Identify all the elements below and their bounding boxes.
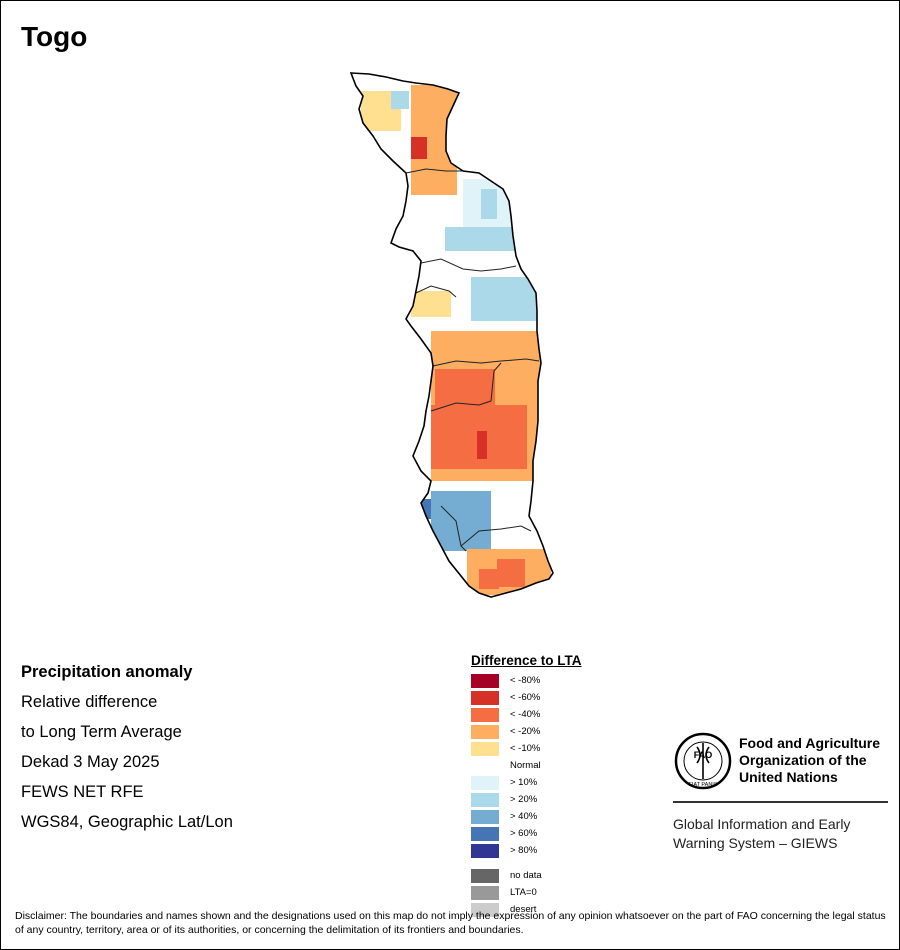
anomaly-cell — [431, 491, 491, 551]
anomaly-cell — [479, 569, 499, 589]
legend-item: > 60% — [471, 825, 582, 842]
legend-item: < -10% — [471, 740, 582, 757]
legend-item: > 20% — [471, 791, 582, 808]
map-info: Precipitation anomaly Relative differenc… — [21, 657, 233, 837]
legend-item: LTA=0 — [471, 884, 582, 901]
fao-name-line: United Nations — [739, 769, 838, 785]
legend-swatch — [471, 708, 499, 722]
fao-divider — [673, 801, 888, 803]
disclaimer-text: Disclaimer: The boundaries and names sho… — [15, 910, 886, 936]
legend-item: < -60% — [471, 689, 582, 706]
legend-swatch — [471, 674, 499, 688]
legend-label: LTA=0 — [510, 887, 537, 898]
legend-swatch — [471, 886, 499, 900]
legend-label: Normal — [510, 760, 541, 771]
legend-classes: < -80% < -60% < -40% < -20% < -10% Normal > 10… — [471, 672, 582, 859]
legend: Difference to LTA < -80% < -60% < -40% < -2… — [471, 653, 582, 918]
country-border — [349, 72, 554, 598]
legend-swatch — [471, 759, 499, 773]
legend-swatch — [471, 869, 499, 883]
legend-label: > 60% — [510, 828, 538, 839]
legend-item: no data — [471, 867, 582, 884]
anomaly-cell — [497, 559, 525, 587]
legend-swatch — [471, 725, 499, 739]
giews-line: Global Information and Early — [673, 816, 851, 832]
legend-swatch — [471, 776, 499, 790]
anomaly-cell — [435, 369, 495, 405]
anomaly-cell — [481, 189, 497, 219]
giews-name: Global Information and Early Warning Sys… — [673, 815, 850, 853]
legend-extra: no data LTA=0 desert — [471, 867, 582, 918]
legend-item: > 10% — [471, 774, 582, 791]
legend-label: desert — [510, 904, 537, 915]
legend-item: Normal — [471, 757, 582, 774]
legend-swatch — [471, 691, 499, 705]
anomaly-cell — [477, 431, 487, 459]
anomaly-raster — [351, 73, 553, 597]
legend-swatch — [471, 827, 499, 841]
info-line: WGS84, Geographic Lat/Lon — [21, 813, 233, 831]
giews-line: Warning System – GIEWS — [673, 835, 838, 851]
legend-swatch — [471, 810, 499, 824]
legend-label: < -20% — [510, 726, 541, 737]
anomaly-cell — [411, 137, 427, 159]
legend-item: > 40% — [471, 808, 582, 825]
anomaly-cell — [471, 277, 537, 321]
legend-label: no data — [510, 870, 542, 881]
legend-item: < -80% — [471, 672, 582, 689]
legend-label: > 10% — [510, 777, 538, 788]
legend-label: > 80% — [510, 845, 538, 856]
legend-title: Difference to LTA — [471, 653, 582, 668]
legend-label: < -40% — [510, 709, 541, 720]
fao-name-line: Organization of the — [739, 752, 867, 768]
legend-label: > 40% — [510, 811, 538, 822]
legend-label: < -10% — [510, 743, 541, 754]
legend-item: desert — [471, 901, 582, 918]
fao-name: Food and Agriculture Organization of the… — [739, 735, 880, 786]
fao-logo-motto: FIAT PANIS — [688, 782, 717, 788]
legend-swatch — [471, 903, 499, 917]
legend-item: > 80% — [471, 842, 582, 859]
info-line: FEWS NET RFE — [21, 783, 144, 801]
legend-label: < -60% — [510, 692, 541, 703]
country-title: Togo — [21, 21, 88, 52]
fao-name-line: Food and Agriculture — [739, 735, 881, 751]
legend-label: < -80% — [510, 675, 541, 686]
info-line: to Long Term Average — [21, 723, 182, 741]
anomaly-cell — [411, 291, 451, 317]
anomaly-cell — [445, 227, 517, 251]
legend-label: > 20% — [510, 794, 538, 805]
legend-swatch — [471, 742, 499, 756]
legend-swatch — [471, 793, 499, 807]
legend-item: < -40% — [471, 706, 582, 723]
legend-item: < -20% — [471, 723, 582, 740]
info-line: Relative difference — [21, 693, 158, 711]
fao-logo-letters: FAO — [694, 750, 713, 760]
info-line: Dekad 3 May 2025 — [21, 753, 160, 771]
fao-logo-icon: FAO FIAT PANIS — [674, 732, 732, 790]
legend-swatch — [471, 844, 499, 858]
admin-boundaries — [405, 168, 540, 552]
info-heading: Precipitation anomaly — [21, 663, 193, 681]
anomaly-cell — [391, 91, 409, 109]
